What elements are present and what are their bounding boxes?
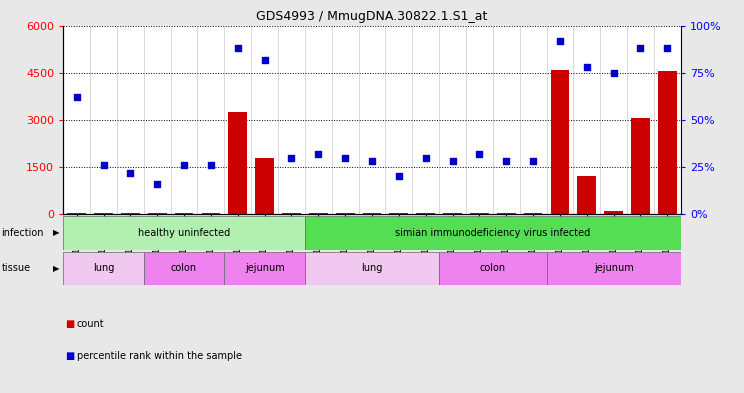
Text: lung: lung: [362, 263, 382, 273]
Point: [661, 45, 673, 51]
Point: [339, 154, 351, 161]
Bar: [336, 213, 355, 214]
Point: [71, 94, 83, 100]
Point: [446, 158, 458, 165]
Text: ▶: ▶: [53, 264, 59, 273]
Text: tissue: tissue: [1, 263, 31, 273]
Text: lung: lung: [93, 263, 114, 273]
Point: [393, 173, 405, 180]
Bar: [255, 158, 274, 214]
Bar: [439, 252, 547, 285]
Point: [500, 158, 512, 165]
Text: ■: ■: [65, 351, 74, 361]
Text: infection: infection: [1, 228, 44, 238]
Point: [581, 64, 593, 70]
Bar: [282, 213, 301, 214]
Text: ▶: ▶: [53, 228, 59, 237]
Text: jejunum: jejunum: [594, 263, 633, 273]
Text: simian immunodeficiency virus infected: simian immunodeficiency virus infected: [395, 228, 591, 238]
Text: colon: colon: [480, 263, 506, 273]
Text: healthy uninfected: healthy uninfected: [138, 228, 230, 238]
Point: [232, 45, 244, 51]
Bar: [121, 213, 140, 214]
Bar: [577, 176, 596, 214]
Bar: [417, 213, 435, 214]
Text: count: count: [77, 319, 104, 329]
Point: [178, 162, 190, 168]
Bar: [443, 213, 462, 214]
Text: jejunum: jejunum: [245, 263, 284, 273]
Bar: [228, 112, 247, 214]
Bar: [225, 252, 305, 285]
Bar: [389, 213, 408, 214]
Point: [286, 154, 298, 161]
Bar: [148, 213, 167, 214]
Bar: [305, 252, 439, 285]
Point: [473, 151, 485, 157]
Bar: [362, 213, 382, 214]
Bar: [63, 216, 305, 250]
Bar: [144, 252, 225, 285]
Point: [312, 151, 324, 157]
Text: colon: colon: [171, 263, 197, 273]
Bar: [497, 213, 516, 214]
Bar: [305, 216, 681, 250]
Bar: [63, 252, 144, 285]
Bar: [551, 70, 569, 214]
Point: [97, 162, 109, 168]
Bar: [658, 71, 677, 214]
Point: [366, 158, 378, 165]
Point: [608, 70, 620, 76]
Point: [124, 169, 136, 176]
Title: GDS4993 / MmugDNA.30822.1.S1_at: GDS4993 / MmugDNA.30822.1.S1_at: [257, 10, 487, 23]
Point: [635, 45, 647, 51]
Bar: [470, 213, 489, 214]
Bar: [631, 118, 650, 214]
Text: ■: ■: [65, 319, 74, 329]
Point: [554, 37, 566, 44]
Bar: [524, 213, 542, 214]
Bar: [604, 211, 623, 214]
Text: percentile rank within the sample: percentile rank within the sample: [77, 351, 242, 361]
Bar: [175, 213, 193, 214]
Bar: [202, 213, 220, 214]
Bar: [67, 213, 86, 214]
Bar: [309, 213, 327, 214]
Point: [527, 158, 539, 165]
Point: [151, 181, 163, 187]
Point: [259, 56, 271, 62]
Point: [420, 154, 432, 161]
Point: [205, 162, 217, 168]
Bar: [94, 213, 113, 214]
Bar: [547, 252, 681, 285]
